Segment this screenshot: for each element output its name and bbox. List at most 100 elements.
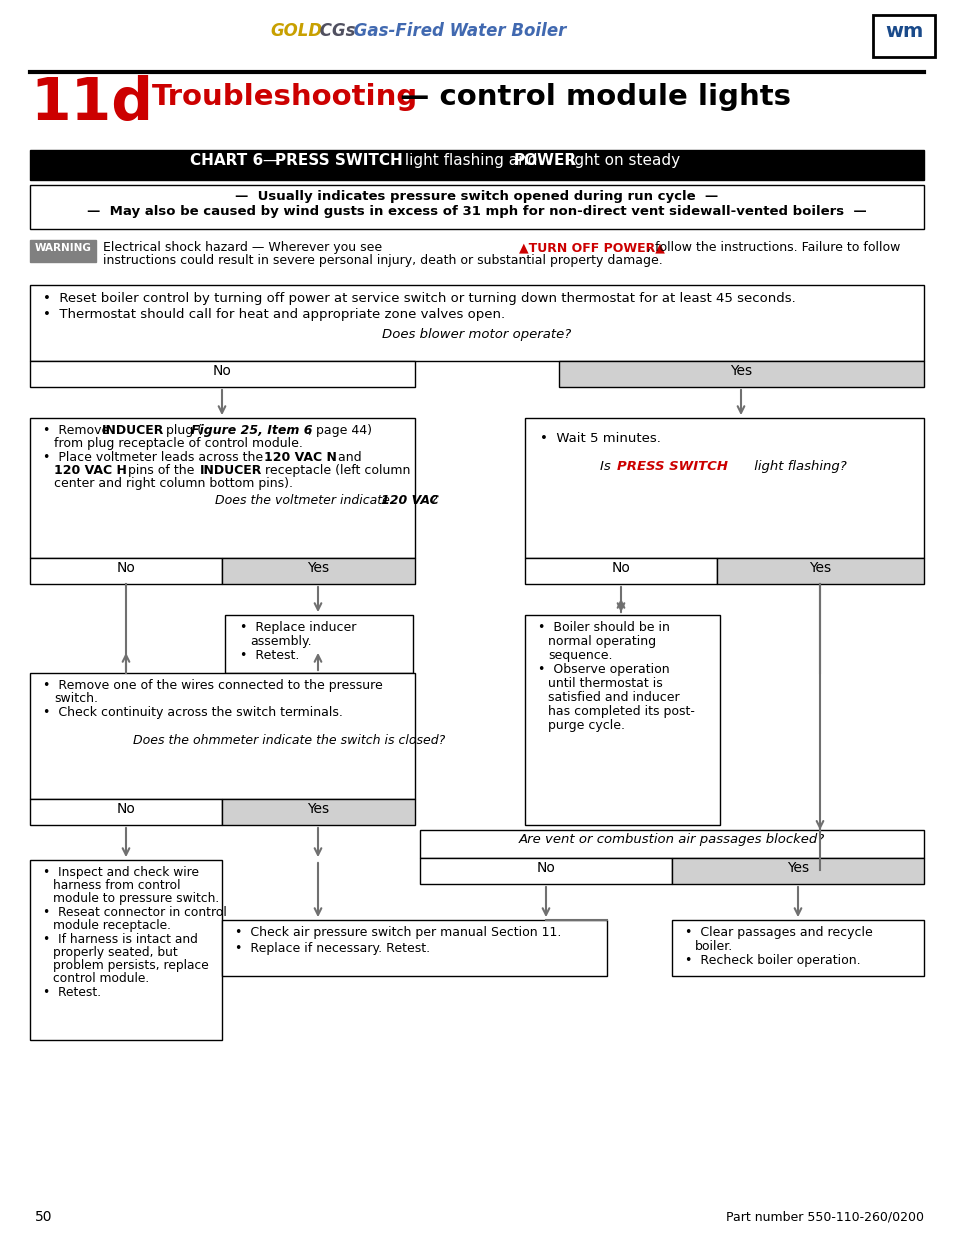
Text: , follow the instructions. Failure to follow: , follow the instructions. Failure to fo…	[646, 241, 900, 254]
Text: switch.: switch.	[54, 692, 98, 705]
Text: •  If harness is intact and: • If harness is intact and	[43, 932, 197, 946]
Text: center and right column bottom pins).: center and right column bottom pins).	[54, 477, 293, 490]
Bar	[30, 185, 923, 228]
Text: CGs: CGs	[314, 22, 355, 40]
Text: 11d: 11d	[30, 75, 152, 132]
Text: •  Retest.: • Retest.	[43, 986, 101, 999]
Bar	[671, 858, 923, 884]
Text: Gas-Fired Water Boiler: Gas-Fired Water Boiler	[348, 22, 566, 40]
Text: light flashing?: light flashing?	[749, 459, 846, 473]
Text: control module.: control module.	[53, 972, 149, 986]
Text: INDUCER: INDUCER	[200, 464, 262, 477]
Text: light on steady: light on steady	[560, 153, 679, 168]
Text: CHART 6: CHART 6	[190, 153, 263, 168]
Text: No: No	[116, 802, 135, 816]
Text: and: and	[334, 451, 361, 464]
Text: Electrical shock hazard — Wherever you see: Electrical shock hazard — Wherever you s…	[103, 241, 386, 254]
Text: Yes: Yes	[307, 561, 329, 576]
Bar	[30, 149, 923, 180]
Text: Troubleshooting: Troubleshooting	[152, 83, 417, 111]
Text: Yes: Yes	[808, 561, 830, 576]
Text: Yes: Yes	[786, 861, 808, 876]
Text: •  Check air pressure switch per manual Section 11.: • Check air pressure switch per manual S…	[234, 926, 560, 939]
Text: 120 VAC: 120 VAC	[380, 494, 438, 508]
Bar	[30, 417, 415, 558]
Text: No: No	[536, 861, 555, 876]
Text: , page 44): , page 44)	[308, 424, 372, 437]
Text: Yes: Yes	[729, 364, 751, 378]
Text: — control module lights: — control module lights	[390, 83, 790, 111]
Bar	[30, 799, 222, 825]
Text: GOLD: GOLD	[270, 22, 322, 40]
Bar	[419, 858, 671, 884]
Text: Are vent or combustion air passages blocked?: Are vent or combustion air passages bloc…	[518, 832, 824, 846]
Bar	[30, 673, 415, 799]
Text: 120 VAC H: 120 VAC H	[54, 464, 127, 477]
Bar	[717, 558, 923, 584]
Text: module to pressure switch.: module to pressure switch.	[53, 892, 219, 905]
Text: 120 VAC N: 120 VAC N	[264, 451, 336, 464]
Text: •  Inspect and check wire: • Inspect and check wire	[43, 866, 199, 879]
Text: •  Reseat connector in control: • Reseat connector in control	[43, 906, 227, 919]
Bar	[222, 558, 415, 584]
Text: •  Remove one of the wires connected to the pressure: • Remove one of the wires connected to t…	[43, 679, 382, 692]
Text: Part number 550-110-260/0200: Part number 550-110-260/0200	[725, 1210, 923, 1223]
Text: No: No	[611, 561, 630, 576]
Text: purge cycle.: purge cycle.	[547, 719, 624, 732]
Bar	[30, 860, 222, 1040]
Text: •  Place voltmeter leads across the: • Place voltmeter leads across the	[43, 451, 267, 464]
Bar	[30, 285, 923, 361]
Text: •  Observe operation: • Observe operation	[537, 663, 669, 676]
Bar	[558, 361, 923, 387]
Text: POWER: POWER	[514, 153, 577, 168]
Text: properly seated, but: properly seated, but	[53, 946, 177, 960]
Text: instructions could result in severe personal injury, death or substantial proper: instructions could result in severe pers…	[103, 254, 662, 267]
Text: has completed its post-: has completed its post-	[547, 705, 694, 718]
Text: Does the ohmmeter indicate the switch is closed?: Does the ohmmeter indicate the switch is…	[132, 734, 445, 747]
Text: sequence.: sequence.	[547, 650, 612, 662]
Text: PRESS SWITCH: PRESS SWITCH	[274, 153, 402, 168]
Text: •  Recheck boiler operation.: • Recheck boiler operation.	[684, 953, 860, 967]
Bar	[524, 615, 720, 825]
Bar	[671, 920, 923, 976]
Text: PRESS SWITCH: PRESS SWITCH	[617, 459, 727, 473]
Text: WARNING: WARNING	[34, 243, 91, 253]
Bar	[225, 615, 413, 673]
Text: •  Remove: • Remove	[43, 424, 113, 437]
Text: Is: Is	[599, 459, 615, 473]
Text: •  Replace inducer: • Replace inducer	[240, 621, 356, 634]
Text: Does blower motor operate?: Does blower motor operate?	[382, 329, 571, 341]
Text: No: No	[213, 364, 232, 378]
Text: •  Wait 5 minutes.: • Wait 5 minutes.	[539, 432, 660, 445]
Text: •  Check continuity across the switch terminals.: • Check continuity across the switch ter…	[43, 706, 342, 719]
Text: module receptacle.: module receptacle.	[53, 919, 171, 932]
Text: —: —	[257, 153, 283, 168]
Text: •  Boiler should be in: • Boiler should be in	[537, 621, 669, 634]
Text: No: No	[116, 561, 135, 576]
Text: —  Usually indicates pressure switch opened during run cycle  —: — Usually indicates pressure switch open…	[235, 190, 718, 203]
Text: •  Reset boiler control by turning off power at service switch or turning down t: • Reset boiler control by turning off po…	[43, 291, 795, 305]
Bar	[30, 558, 222, 584]
Text: from plug receptacle of control module.: from plug receptacle of control module.	[54, 437, 302, 450]
Text: assembly.: assembly.	[250, 635, 312, 648]
Text: •  Replace if necessary. Retest.: • Replace if necessary. Retest.	[234, 942, 430, 955]
Text: Yes: Yes	[307, 802, 329, 816]
Text: —  May also be caused by wind gusts in excess of 31 mph for non-direct vent side: — May also be caused by wind gusts in ex…	[87, 205, 866, 219]
Text: pins of the: pins of the	[124, 464, 198, 477]
Bar	[222, 799, 415, 825]
Bar	[30, 240, 96, 262]
Bar	[872, 15, 934, 57]
Bar	[30, 361, 415, 387]
Text: until thermostat is: until thermostat is	[547, 677, 662, 690]
Text: problem persists, replace: problem persists, replace	[53, 960, 209, 972]
Text: Figure 25, Item 6: Figure 25, Item 6	[191, 424, 313, 437]
Text: Does the voltmeter indicate: Does the voltmeter indicate	[214, 494, 394, 508]
Text: •  Thermostat should call for heat and appropriate zone valves open.: • Thermostat should call for heat and ap…	[43, 308, 504, 321]
Text: ?: ?	[430, 494, 436, 508]
Text: plug (: plug (	[162, 424, 202, 437]
Text: boiler.: boiler.	[695, 940, 733, 953]
Text: ▲TURN OFF POWER▲: ▲TURN OFF POWER▲	[518, 241, 664, 254]
Text: INDUCER: INDUCER	[102, 424, 164, 437]
Text: receptacle (left column: receptacle (left column	[261, 464, 410, 477]
Bar	[419, 830, 923, 858]
